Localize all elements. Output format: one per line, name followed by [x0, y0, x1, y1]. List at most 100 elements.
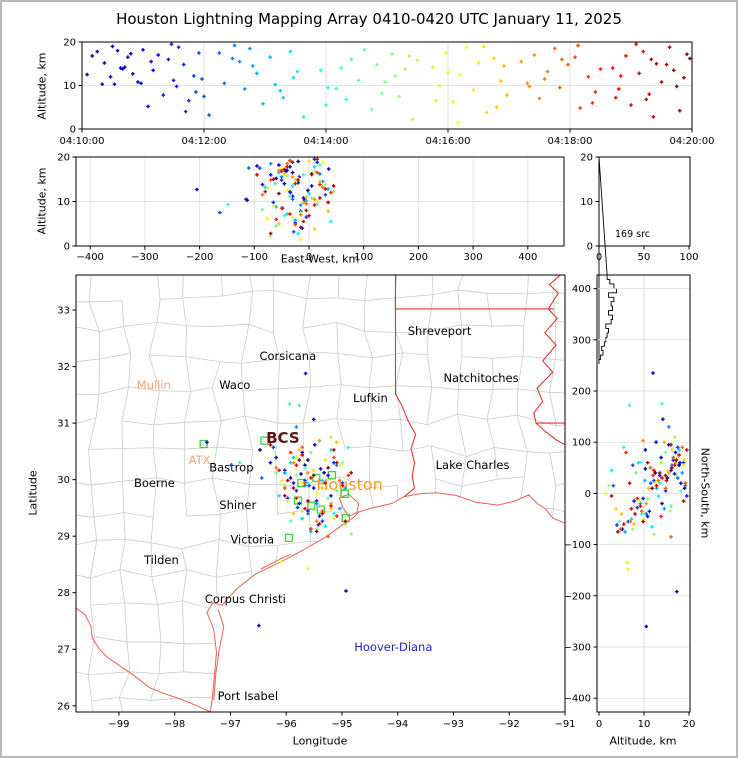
ew-tick-label: 400 — [518, 252, 537, 263]
altitude-tick-label: 20 — [63, 38, 76, 49]
city-label-boerne: Boerne — [134, 476, 175, 490]
ns-tick-label: 200 — [572, 387, 591, 398]
city-label-hoover-diana: Hoover-Diana — [354, 640, 432, 654]
time-tick-label: 04:14:00 — [304, 136, 349, 147]
time-tick-label: 04:12:00 — [182, 136, 227, 147]
altitude-tick-label: 0 — [70, 125, 76, 136]
ew-altitude-panel: −400 −300 −200 −100 0 100 200 300 400 0 10 20 — [57, 153, 565, 263]
altitude-tick-label: 20 — [57, 153, 70, 164]
city-label-houston: Houston — [316, 475, 383, 494]
ew-tick-label: −300 — [131, 252, 158, 263]
lma-station-marker — [199, 439, 208, 449]
time-tick-label: 04:18:00 — [548, 136, 593, 147]
longitude-tick-label: −91 — [554, 719, 575, 730]
city-label-shreveport: Shreveport — [408, 324, 472, 338]
ew-tick-label: −400 — [76, 252, 103, 263]
city-label-shiner: Shiner — [219, 498, 256, 512]
hist-tick-label: 100 — [679, 252, 698, 263]
hist-tick-label: 50 — [638, 252, 651, 263]
city-label-mullin: Mullin — [137, 378, 171, 392]
map-frame: −99 −98 −97 −96 −95 −94 −93 −92 −91 26 27 28 29 30 31 3… — [57, 274, 576, 730]
ew-tick-label: 200 — [409, 252, 428, 263]
ns-tick-label: 100 — [572, 438, 591, 449]
altitude-tick-label: 0 — [64, 242, 70, 253]
latitude-tick-label: 28 — [57, 588, 70, 599]
ew-tick-label: −200 — [186, 252, 213, 263]
city-label-atx: ATX — [189, 453, 211, 467]
lma-station-marker — [260, 436, 269, 445]
ns-altitude-panel: 0 10 20 −400 −300 −200 −100 0 100 200 300 400 — [564, 274, 696, 730]
time-tick-label: 04:10:00 — [60, 136, 105, 147]
ns-tick-label: 0 — [585, 489, 591, 500]
ew-altitude-points — [195, 157, 336, 242]
map-ylabel: Latitude — [26, 470, 40, 516]
ns-altitude-points — [604, 371, 689, 629]
city-label-waco: Waco — [219, 378, 250, 392]
ew-tick-label: 0 — [306, 252, 312, 263]
map-source-points — [205, 371, 353, 628]
county-boundaries — [76, 275, 565, 712]
time-altitude-panel: 04:10:00 04:12:00 04:14:00 04:16:00 04:18:00… — [60, 38, 715, 148]
time-tick-label: 04:20:00 — [670, 136, 715, 147]
altitude-tick-label: 0 — [596, 719, 602, 730]
ew-tick-label: −100 — [241, 252, 268, 263]
longitude-tick-label: −95 — [331, 719, 352, 730]
latitude-tick-label: 30 — [57, 475, 70, 486]
city-label-tilden: Tilden — [143, 553, 179, 567]
map-city-labels: Shreveport Corsicana Natchitoches Waco Mulli… — [134, 324, 519, 703]
map-panel: Shreveport Corsicana Natchitoches Waco Mulli… — [76, 275, 565, 712]
ew-tick-label: 100 — [354, 252, 373, 263]
latitude-tick-label: 27 — [57, 645, 70, 656]
ns-tick-label: −300 — [564, 643, 591, 654]
ns-tick-label: 300 — [572, 335, 591, 346]
longitude-tick-label: −96 — [276, 719, 297, 730]
lma-station-marker — [340, 489, 349, 498]
city-label-bastrop: Bastrop — [209, 461, 253, 475]
altitude-tick-label: 10 — [63, 81, 76, 92]
ew-altitude-xlabel: East-West, km — [280, 252, 360, 266]
source-count-label: 169 src — [615, 229, 651, 240]
latitude-tick-label: 32 — [57, 362, 70, 373]
ns-tick-label: 400 — [572, 284, 591, 295]
city-label-corsicana: Corsicana — [259, 349, 316, 363]
city-label-victoria: Victoria — [230, 533, 274, 547]
hist-tick-label: 0 — [596, 252, 602, 263]
ns-altitude-xlabel: Altitude, km — [609, 734, 677, 748]
altitude-tick-label: 10 — [580, 197, 593, 208]
longitude-tick-label: −99 — [108, 719, 129, 730]
longitude-tick-label: −98 — [164, 719, 185, 730]
ns-tick-label: −100 — [564, 540, 591, 551]
map-xlabel: Longitude — [292, 734, 348, 748]
latitude-tick-label: 33 — [57, 306, 70, 317]
figure-title: Houston Lightning Mapping Array 0410-042… — [116, 10, 622, 28]
time-altitude-ylabel: Altitude, km — [35, 52, 49, 120]
lma-station-marker — [312, 473, 321, 483]
ew-tick-label: 300 — [464, 252, 483, 263]
longitude-tick-label: −94 — [387, 719, 408, 730]
latitude-tick-label: 31 — [57, 419, 70, 430]
lma-station-marker — [316, 505, 325, 514]
time-tick-label: 04:16:00 — [426, 136, 471, 147]
longitude-tick-label: −93 — [443, 719, 464, 730]
altitude-histogram-panel: 0 50 100 0 10 20 — [580, 153, 699, 364]
city-label-port-isabel: Port Isabel — [218, 689, 278, 703]
ns-altitude-ylabel: North-South, km — [698, 447, 712, 539]
ns-tick-label: −200 — [564, 591, 591, 602]
altitude-tick-label: 20 — [580, 153, 593, 164]
city-label-natchitoches: Natchitoches — [443, 371, 518, 385]
city-label-bcs: BCS — [266, 429, 300, 447]
city-label-corpus-christi: Corpus Christi — [205, 592, 286, 606]
ns-tick-label: −400 — [564, 694, 591, 705]
time-altitude-points — [85, 42, 692, 125]
lma-station-marker — [307, 501, 316, 510]
longitude-tick-label: −92 — [499, 719, 520, 730]
lma-station-marker — [284, 533, 294, 543]
ew-altitude-ylabel: Altitude, km — [35, 167, 49, 235]
latitude-tick-label: 26 — [57, 701, 70, 712]
city-label-lake-charles: Lake Charles — [436, 458, 510, 472]
city-label-lufkin: Lufkin — [353, 391, 388, 405]
altitude-tick-label: 10 — [638, 719, 651, 730]
longitude-tick-label: −97 — [220, 719, 241, 730]
altitude-tick-label: 20 — [683, 719, 696, 730]
